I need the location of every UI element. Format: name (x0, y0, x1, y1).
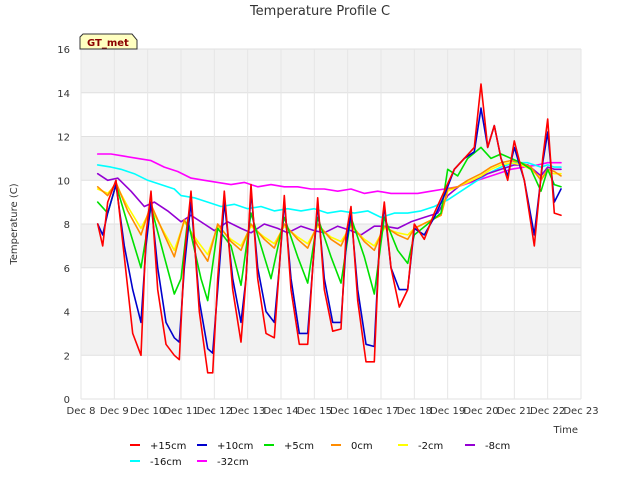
x-tick-label: Dec 19 (430, 406, 465, 417)
plot-band (81, 311, 581, 356)
series-line (96, 83, 562, 374)
y-axis-ticks: 0 2 4 6 8 10 12 14 16 (57, 45, 70, 406)
legend-label: -16cm (150, 457, 182, 468)
y-tick-label: 10 (57, 176, 70, 187)
series-line (96, 146, 562, 302)
x-tick-label: Dec 21 (497, 406, 532, 417)
y-tick-label: 12 (57, 133, 70, 144)
y-tick-label: 14 (57, 89, 70, 100)
plot-band (81, 49, 581, 93)
x-tick-label: Dec 14 (263, 406, 298, 417)
y-tick-label: 4 (64, 308, 70, 319)
legend: +15cm +10cm +5cm 0cm -2cm -8cm -16cm -32cm (130, 441, 510, 468)
series-line (96, 164, 562, 236)
plot-band (81, 355, 581, 399)
y-tick-label: 8 (64, 220, 70, 231)
y-tick-label: 6 (64, 264, 70, 275)
x-tick-label: Dec 22 (530, 406, 565, 417)
legend-label: -32cm (217, 457, 249, 468)
legend-label: -8cm (485, 441, 510, 452)
x-tick-label: Dec 16 (330, 406, 365, 417)
series-line (96, 159, 562, 262)
x-axis-label: Time (553, 425, 578, 436)
series-line (96, 161, 562, 256)
series-line (96, 161, 562, 219)
x-tick-label: Dec 15 (297, 406, 332, 417)
x-tick-label: Dec 17 (363, 406, 398, 417)
gt-met-badge: GT_met (79, 33, 138, 50)
x-tick-label: Dec 13 (230, 406, 265, 417)
plot-band (81, 267, 581, 312)
x-tick-label: Dec 20 (463, 406, 498, 417)
series-line (96, 153, 562, 195)
legend-label: 0cm (351, 441, 373, 452)
badge-label: GT_met (87, 38, 129, 49)
y-tick-label: 0 (64, 395, 70, 406)
x-tick-label: Dec 10 (130, 406, 165, 417)
legend-label: +5cm (284, 441, 314, 452)
legend-label: -2cm (418, 441, 443, 452)
legend-label: +15cm (150, 441, 186, 452)
legend-label: +10cm (217, 441, 253, 452)
x-tick-label: Dec 9 (100, 406, 129, 417)
series-lines (96, 83, 562, 374)
y-tick-label: 2 (64, 351, 70, 362)
x-tick-label: Dec 8 (67, 406, 96, 417)
chart-title: Temperature Profile C (249, 4, 390, 19)
x-tick-label: Dec 12 (197, 406, 232, 417)
x-tick-label: Dec 11 (163, 406, 198, 417)
x-tick-label: Dec 18 (397, 406, 432, 417)
y-tick-label: 16 (57, 45, 70, 56)
plot-band (81, 180, 581, 224)
y-axis-label: Temperature (C) (9, 183, 20, 265)
x-tick-label: Dec 23 (563, 406, 598, 417)
plot-background (81, 49, 581, 399)
plot-band (81, 92, 581, 137)
